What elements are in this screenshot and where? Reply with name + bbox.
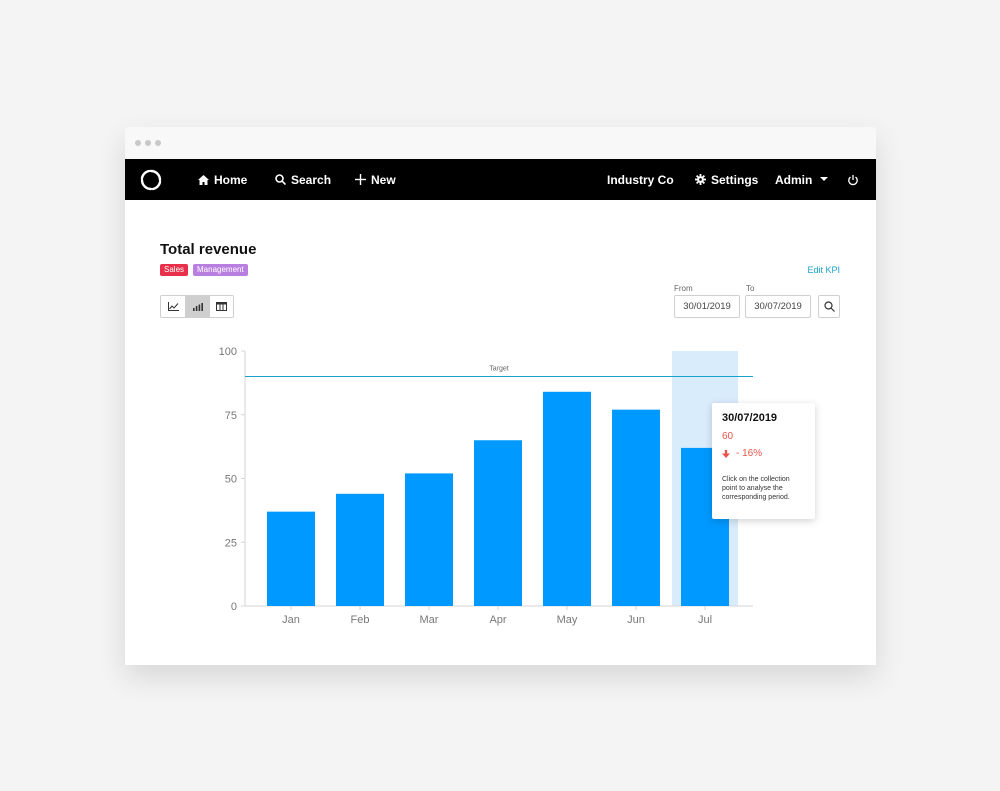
nav-settings[interactable]: Settings — [695, 159, 758, 200]
search-icon — [823, 301, 835, 312]
to-label: To — [746, 284, 755, 293]
nav-settings-label: Settings — [711, 172, 759, 187]
revenue-bar-chart: 0 25 50 75 100 Jan Feb Mar Apr May Jun Jul Target — [219, 346, 753, 626]
nav-company[interactable]: Industry Co — [607, 159, 674, 200]
x-tick-label: Mar — [420, 614, 439, 626]
plus-icon — [355, 174, 366, 185]
nav-admin-label: Admin — [775, 172, 813, 187]
tooltip-date: 30/07/2019 — [722, 412, 778, 424]
x-tick-label: Apr — [489, 614, 506, 626]
tag-sales[interactable]: Sales — [160, 264, 189, 276]
gear-icon — [695, 174, 706, 185]
nav-home-label: Home — [214, 172, 248, 187]
nav-admin-dropdown[interactable]: Admin — [775, 159, 829, 200]
search-icon — [275, 174, 286, 185]
tag-management[interactable]: Management — [193, 264, 248, 276]
bar-chart-view-button[interactable] — [185, 296, 209, 317]
line-chart-view-button[interactable] — [161, 296, 185, 317]
y-tick-label: 100 — [219, 346, 237, 358]
logout-button[interactable] — [847, 159, 859, 200]
app-logo[interactable] — [139, 159, 163, 200]
edit-kpi-link[interactable]: Edit KPI — [807, 265, 840, 275]
tooltip-change: - 16% — [722, 448, 805, 459]
bar-apr[interactable] — [474, 440, 522, 606]
tooltip-change-text: - 16% — [736, 448, 763, 459]
tag-list: Sales Management — [160, 264, 248, 276]
x-tick-label: Jun — [627, 614, 645, 626]
window-controls — [135, 140, 161, 146]
tooltip-note: Click on the collection point to analyse… — [722, 476, 790, 501]
window-titlebar — [125, 127, 876, 159]
table-view-button[interactable] — [209, 296, 233, 317]
bar-jun[interactable] — [612, 409, 660, 606]
chart-view-toggle — [160, 295, 234, 318]
caret-down-icon — [820, 177, 829, 181]
y-tick-label: 75 — [225, 410, 237, 422]
from-label: From — [674, 284, 693, 293]
target-label: Target — [489, 366, 509, 373]
logo-icon — [140, 169, 162, 190]
to-date-input[interactable]: 30/07/2019 — [745, 295, 811, 318]
nav-search[interactable]: Search — [275, 159, 331, 200]
bar-chart-icon — [192, 302, 203, 311]
tooltip-value: 60 — [722, 431, 734, 442]
y-tick-label: 0 — [231, 601, 237, 613]
date-search-button[interactable] — [818, 295, 840, 318]
arrow-down-icon — [722, 449, 730, 458]
x-tick-label: Jan — [282, 614, 300, 626]
y-tick-label: 25 — [225, 537, 237, 549]
company-name: Industry Co — [607, 172, 674, 187]
x-tick-label: Jul — [698, 614, 712, 626]
home-icon — [198, 174, 209, 185]
y-tick-label: 50 — [225, 474, 237, 486]
window-dot[interactable] — [155, 140, 161, 146]
bar-jan[interactable] — [267, 511, 315, 606]
chart-tooltip: 30/07/2019 60 - 16% Click on the collect… — [712, 403, 815, 519]
page-title: Total revenue — [160, 241, 257, 258]
bar-mar[interactable] — [405, 473, 453, 606]
x-tick-label: Feb — [351, 614, 370, 626]
nav-search-label: Search — [291, 172, 332, 187]
from-date-input[interactable]: 30/01/2019 — [674, 295, 740, 318]
nav-home[interactable]: Home — [198, 159, 247, 200]
table-icon — [216, 302, 227, 311]
window-dot[interactable] — [145, 140, 151, 146]
bar-may[interactable] — [543, 391, 591, 606]
power-icon — [848, 174, 858, 185]
line-chart-icon — [167, 302, 179, 311]
main-content: Total revenue Sales Management Edit KPI … — [125, 200, 876, 665]
nav-new-label: New — [371, 172, 396, 187]
browser-window: Home Search New Industry Co Settings Adm… — [125, 127, 876, 665]
window-dot[interactable] — [135, 140, 141, 146]
x-tick-label: May — [557, 614, 578, 626]
bar-feb[interactable] — [336, 493, 384, 606]
nav-new[interactable]: New — [355, 159, 396, 200]
top-navbar: Home Search New Industry Co Settings Adm… — [125, 159, 876, 200]
